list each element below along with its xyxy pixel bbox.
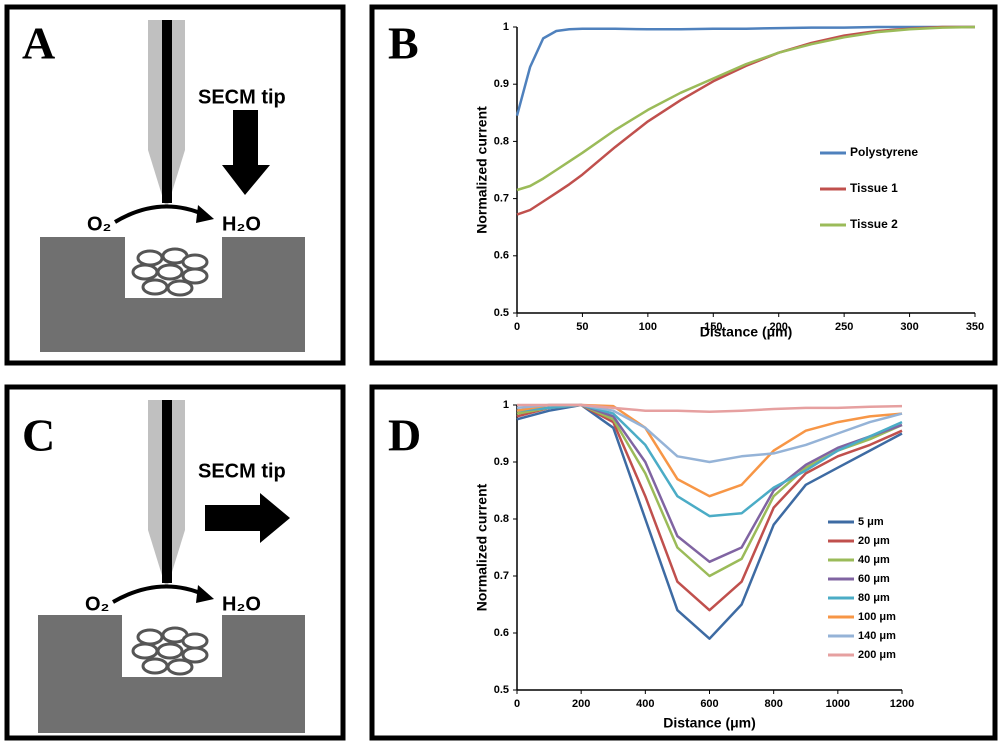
legend-label: 100 μm [858,611,896,623]
x-tick-label: 250 [835,321,853,333]
panel-frame [369,384,998,741]
y-tick-label: 0.9 [494,456,509,468]
legend-label: 60 μm [858,573,890,585]
x-tick-label: 400 [636,698,654,710]
x-tick-label: 1000 [826,698,850,710]
y-tick-label: 1 [503,399,509,411]
x-tick-label: 200 [572,698,590,710]
x-tick-label: 800 [764,698,782,710]
legend-label: Polystyrene [850,145,918,159]
y-tick-label: 0.5 [494,684,509,696]
y-tick-label: 0.7 [494,193,509,205]
y-tick-label: 0.6 [494,627,509,639]
series-line [516,25,976,192]
legend-label: 140 μm [858,630,896,642]
product: H₂O [222,593,261,615]
y-tick-label: 0.9 [494,78,509,90]
reactant: O₂ [85,593,109,615]
reactant: O₂ [87,213,111,235]
x-tick-label: 1200 [890,698,914,710]
series-line [517,403,903,414]
panel-letter: D [388,410,421,461]
x-axis-label: Distance (μm) [700,324,793,340]
legend-label: 5 μm [858,516,884,528]
x-tick-label: 150 [704,321,722,333]
substrate [38,615,305,733]
y-tick-label: 0.8 [494,513,509,525]
tip-label: SECM tip [198,86,286,108]
x-tick-label: 350 [966,321,984,333]
y-axis-label: Normalized current [474,106,490,234]
panel-letter: C [22,410,55,461]
x-tick-label: 50 [576,321,588,333]
x-tick-label: 100 [639,321,657,333]
tip-wire [162,20,172,203]
panel-frame [369,4,998,366]
x-tick-label: 200 [770,321,788,333]
substrate [40,237,305,352]
x-tick-label: 300 [900,321,918,333]
y-axis-label: Normalized current [474,483,490,611]
legend-label: Tissue 1 [850,181,898,195]
x-axis-label: Distance (μm) [663,715,756,731]
arrow-head [196,585,214,603]
x-tick-label: 0 [514,321,520,333]
legend-label: 20 μm [858,535,890,547]
cells [131,247,209,297]
tip-label: SECM tip [198,460,286,482]
x-tick-label: 600 [700,698,718,710]
arrow-head [196,205,214,223]
reaction-arrow [113,204,206,224]
panel-letter: B [388,18,419,69]
y-tick-label: 0.6 [494,250,509,262]
series-line [515,25,975,117]
panel-letter: A [22,18,55,69]
x-tick-label: 0 [514,698,520,710]
reaction-arrow [112,584,206,604]
y-tick-label: 0.8 [494,135,509,147]
legend-label: 200 μm [858,649,896,661]
product: H₂O [222,213,261,235]
arrow-down [222,110,270,195]
y-tick-label: 0.7 [494,570,509,582]
legend-label: 40 μm [858,554,890,566]
tip-wire [162,400,172,583]
cells [131,626,209,676]
y-tick-label: 0.5 [494,307,509,319]
legend-label: 80 μm [858,592,890,604]
legend-label: Tissue 2 [850,217,898,231]
arrow-right [205,493,290,543]
y-tick-label: 1 [503,21,509,33]
